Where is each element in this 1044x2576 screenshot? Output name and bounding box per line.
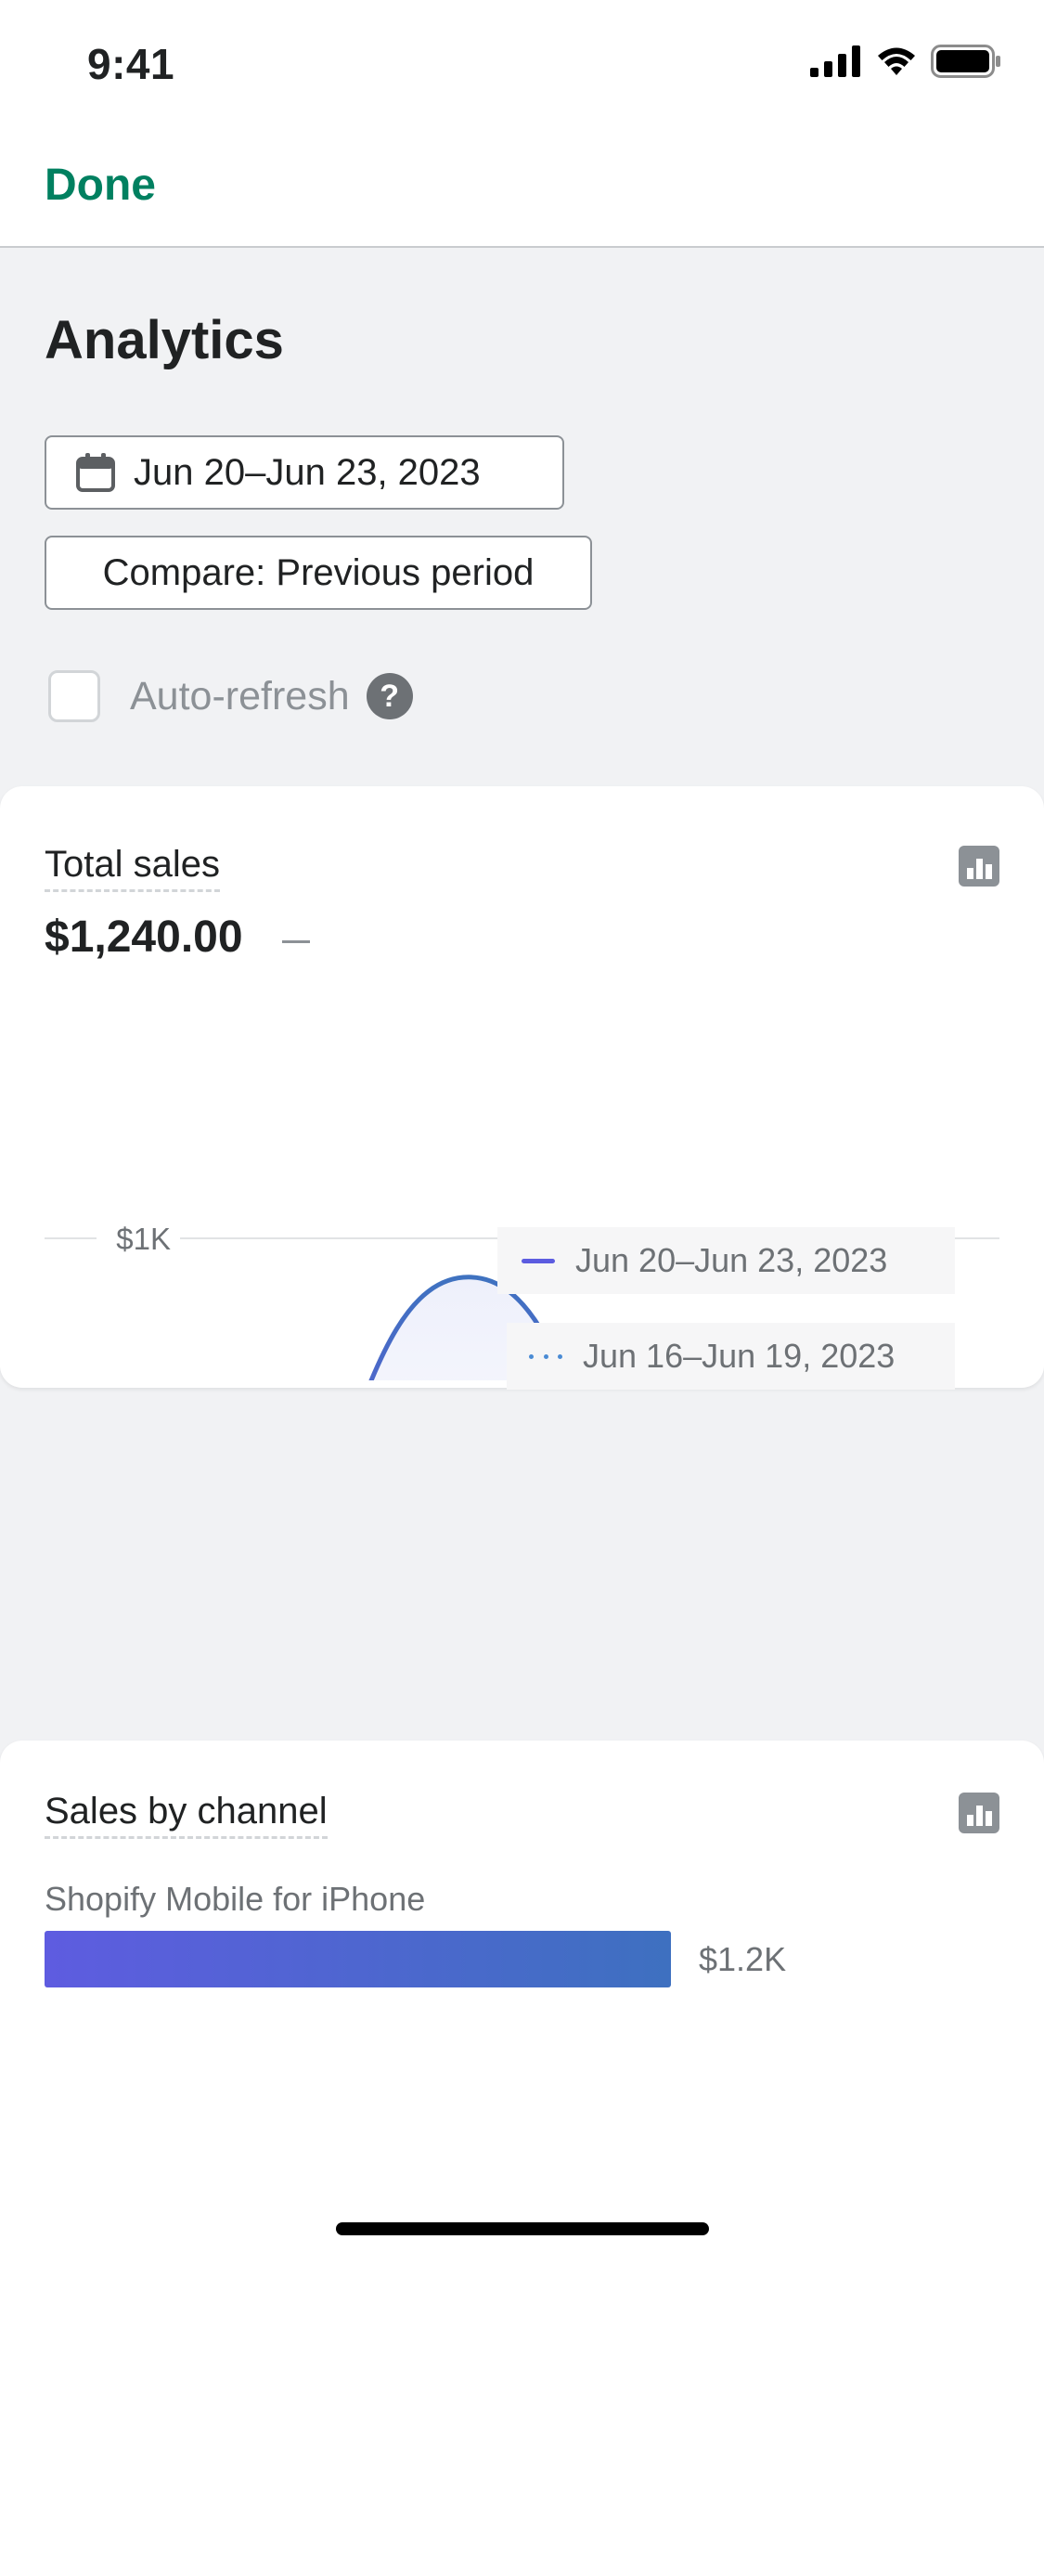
analytics-content: Analytics Jun 20–Jun 23, 2023 Compare: P… [0, 248, 1044, 2576]
date-range-button[interactable]: Jun 20–Jun 23, 2023 [45, 435, 564, 510]
y-tick-label: $1K [116, 1222, 171, 1256]
legend-current-label: Jun 20–Jun 23, 2023 [575, 1241, 888, 1279]
status-icons [810, 45, 1001, 78]
calendar-icon [76, 453, 115, 492]
date-range-label: Jun 20–Jun 23, 2023 [134, 451, 481, 493]
status-time: 9:41 [87, 40, 175, 88]
change-indicator-dash [282, 940, 310, 943]
wifi-icon [878, 47, 915, 75]
legend-previous-label: Jun 16–Jun 19, 2023 [583, 1337, 896, 1375]
help-icon-glyph: ? [380, 678, 399, 714]
total-sales-card: Total sales $1,240.00 $1K$500$0 Ju [0, 786, 1044, 1390]
channel-value: $1.2K [699, 1940, 787, 1978]
legend-item-previous[interactable]: Jun 16–Jun 19, 2023 [507, 1323, 955, 1390]
channel-bar[interactable] [45, 1931, 671, 1987]
page-title: Analytics [45, 310, 284, 370]
battery-icon [931, 45, 1000, 78]
bar-chart-icon[interactable] [959, 1793, 999, 1833]
help-icon[interactable]: ? [366, 673, 413, 719]
tick-label-bg [97, 1216, 180, 1261]
compare-label: Compare: Previous period [102, 551, 535, 593]
status-bar: 9:41 [0, 0, 1044, 130]
channel-name: Shopify Mobile for iPhone [45, 1880, 426, 1918]
legend-item-current[interactable]: Jun 20–Jun 23, 2023 [497, 1227, 955, 1294]
home-indicator[interactable] [336, 2222, 709, 2235]
cellular-signal-icon [810, 45, 860, 77]
total-sales-title[interactable]: Total sales [45, 844, 220, 892]
done-button[interactable]: Done [45, 161, 156, 210]
auto-refresh-checkbox[interactable] [48, 670, 100, 722]
sales-by-channel-card: Sales by channel Shopify Mobile for iPho… [0, 1741, 1044, 2576]
bar-chart-icon[interactable] [959, 846, 999, 887]
sales-by-channel-title[interactable]: Sales by channel [45, 1791, 328, 1839]
legend-dotted-swatch [529, 1353, 562, 1359]
auto-refresh-row: Auto-refresh ? [48, 670, 413, 722]
total-sales-value: $1,240.00 [45, 913, 243, 962]
auto-refresh-label: Auto-refresh [130, 673, 350, 718]
nav-bar: Done [0, 130, 1044, 248]
legend-solid-swatch [522, 1258, 555, 1263]
compare-button[interactable]: Compare: Previous period [45, 536, 592, 610]
